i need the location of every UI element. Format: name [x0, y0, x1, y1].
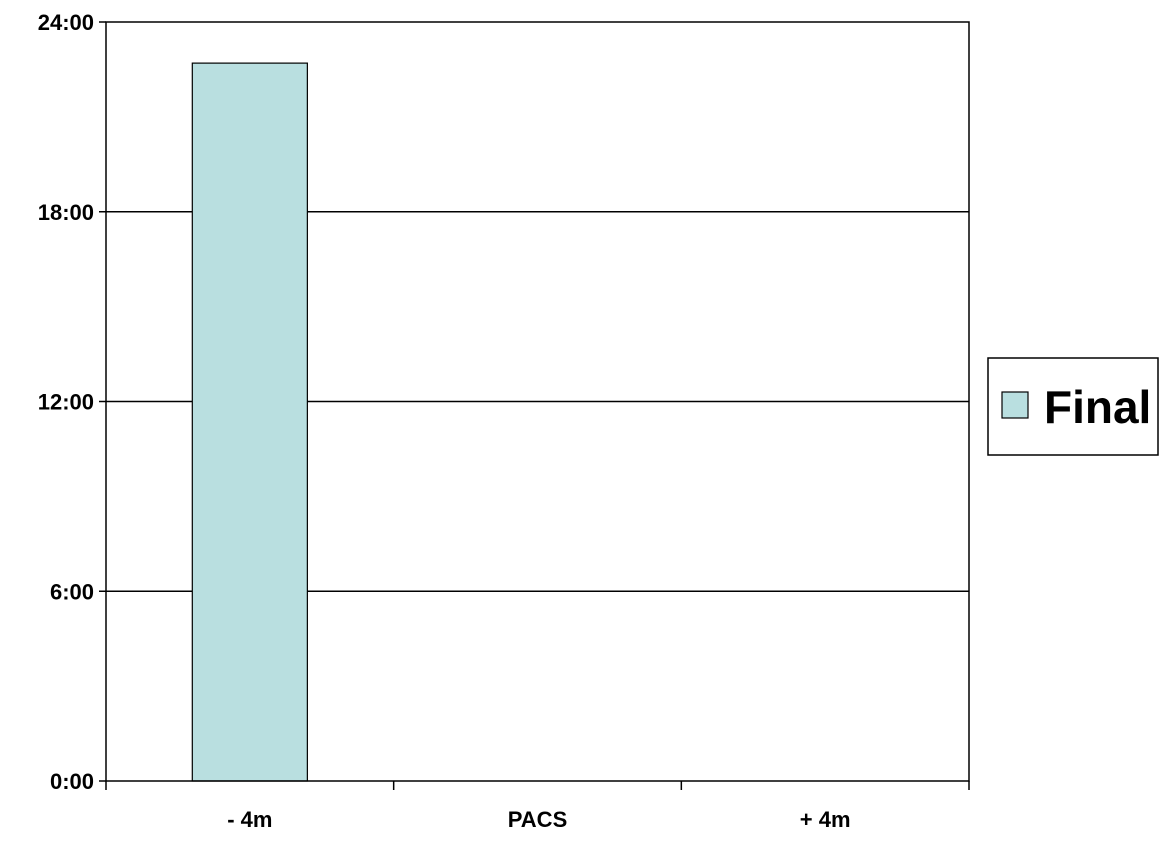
bars [191, 62, 308, 782]
legend-swatch [1001, 391, 1029, 419]
y-axis: 0:00 6:00 12:00 18:00 24:00 [38, 10, 106, 794]
x-axis: - 4m PACS + 4m [105, 781, 970, 832]
y-tick-label: 24:00 [38, 10, 94, 35]
legend: Final [987, 357, 1159, 456]
x-tick-label: + 4m [800, 807, 851, 832]
legend-label: Final [1044, 381, 1151, 433]
y-tick-label: 18:00 [38, 200, 94, 225]
bar-final-0 [191, 62, 308, 782]
y-tick-label: 6:00 [50, 579, 94, 604]
x-tick-label: PACS [508, 807, 568, 832]
x-tick-label: - 4m [227, 807, 272, 832]
y-tick-label: 12:00 [38, 390, 94, 415]
y-tick-label: 0:00 [50, 769, 94, 794]
